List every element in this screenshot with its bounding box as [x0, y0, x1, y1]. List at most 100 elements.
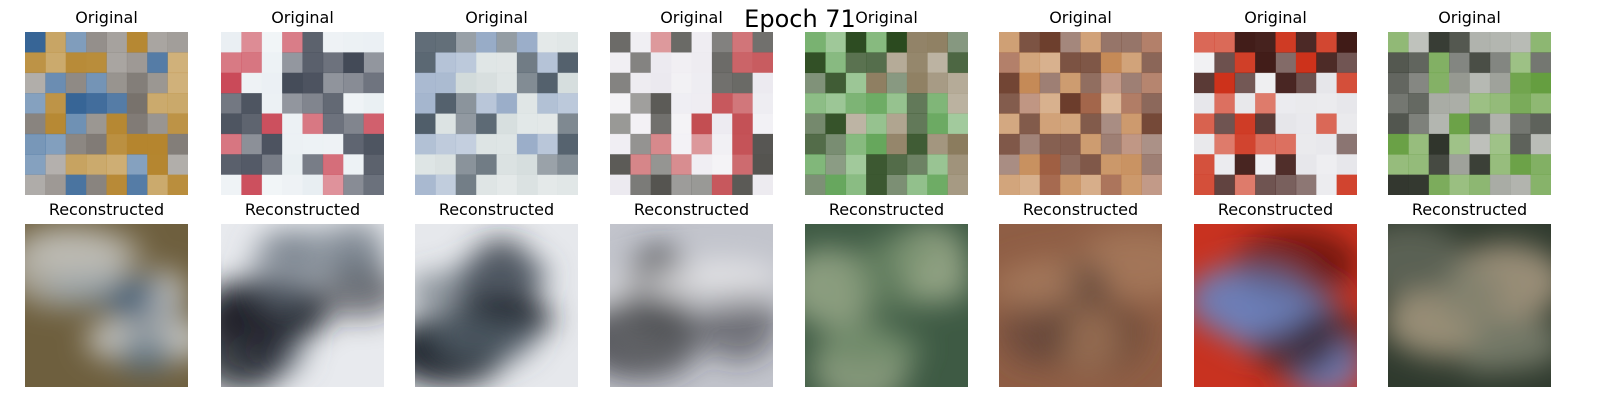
pixel-block: [886, 93, 908, 114]
pixel-block: [1234, 52, 1256, 74]
pixel-block: [1121, 154, 1142, 175]
pixel-block: [691, 113, 713, 135]
pixel-block: [1449, 32, 1470, 53]
pixel-block: [147, 93, 168, 114]
pixel-block: [363, 133, 384, 155]
original-image: [610, 32, 773, 195]
figure-title: Epoch 71: [744, 5, 856, 33]
pixel-block: [557, 113, 578, 135]
pixel-block: [630, 93, 652, 114]
pixel-block: [691, 52, 713, 74]
pixel-block: [825, 113, 847, 135]
blur-blob: [661, 260, 773, 297]
pixel-block: [496, 72, 518, 94]
pixel-block: [537, 72, 558, 94]
pixel-block: [866, 154, 887, 175]
pixel-block: [25, 174, 46, 195]
pixel-block: [1019, 93, 1041, 114]
pixel-block: [106, 52, 128, 74]
pixel-block: [927, 174, 948, 195]
pixel-block: [167, 174, 188, 195]
pixel-block: [650, 113, 672, 135]
pixel-block: [1194, 154, 1215, 175]
blur-layer: [805, 225, 968, 387]
pixel-block: [343, 72, 364, 94]
pixel-block: [1141, 72, 1162, 94]
original-image: [1194, 32, 1357, 195]
pixel-block: [947, 72, 968, 94]
pixel-block: [1019, 133, 1041, 155]
pixel-block: [630, 133, 652, 155]
pixel-block: [322, 113, 344, 135]
pixel-block: [1255, 133, 1276, 155]
pixel-block: [1489, 52, 1511, 74]
pixel-block: [825, 154, 847, 175]
pixel-block: [322, 133, 344, 155]
pixel-block: [1275, 174, 1297, 195]
pixel-block: [1039, 93, 1061, 114]
pixel-block: [302, 174, 324, 195]
pixel-block: [927, 52, 948, 74]
pixel-block: [927, 32, 948, 53]
pixel-block: [282, 52, 303, 74]
reconstructed-image-canvas: [415, 224, 578, 387]
original-image: [221, 32, 384, 195]
pixel-block: [1428, 154, 1450, 175]
pixel-block: [1449, 113, 1470, 135]
pixel-block: [805, 93, 826, 114]
pixel-block: [610, 174, 631, 195]
pixel-block: [1255, 32, 1276, 53]
pixel-block: [343, 93, 364, 114]
pixel-block: [86, 72, 107, 94]
pixel-block: [999, 133, 1020, 155]
pixel-block: [343, 52, 364, 74]
pixel-block: [927, 93, 948, 114]
pixel-block: [1234, 113, 1256, 135]
pixel-block: [167, 154, 188, 175]
pixel-block: [691, 154, 713, 175]
pixel-block: [1080, 32, 1102, 53]
reconstructed-image-title: Reconstructed: [1217, 200, 1334, 219]
pixel-block: [1449, 93, 1470, 114]
pixel-block: [1214, 52, 1236, 74]
pixel-block: [221, 133, 242, 155]
pixel-block: [1121, 32, 1142, 53]
pixel-block: [1234, 174, 1256, 195]
reconstructed-image-canvas: [1194, 224, 1357, 387]
pixel-block: [496, 113, 518, 135]
pixel-block: [1388, 93, 1409, 114]
pixel-block: [752, 32, 773, 53]
pixel-block: [1141, 93, 1162, 114]
pixel-block: [557, 93, 578, 114]
pixel-block: [1408, 52, 1430, 74]
pixel-block: [999, 93, 1020, 114]
pixel-block: [302, 32, 324, 53]
pixel-block: [845, 52, 867, 74]
reconstructed-image-title: Reconstructed: [1411, 200, 1528, 219]
pixel-block: [866, 174, 887, 195]
pixel-block: [241, 72, 263, 94]
pixel-block: [752, 174, 773, 195]
pixel-block: [476, 133, 497, 155]
pixel-block: [147, 113, 168, 135]
pixel-block: [1121, 133, 1142, 155]
pixel-block: [302, 113, 324, 135]
pixel-block: [343, 174, 364, 195]
pixel-block: [1428, 72, 1450, 94]
pixel-block: [1080, 52, 1102, 74]
original-image-title: Original: [660, 8, 723, 27]
original-image-title: Original: [1244, 8, 1307, 27]
pixel-block: [1510, 113, 1531, 135]
pixel-block: [1530, 52, 1551, 74]
pixel-block: [752, 93, 773, 114]
pixel-block: [221, 72, 242, 94]
pixel-block: [671, 174, 692, 195]
pixel-block: [322, 32, 344, 53]
pixel-block: [167, 72, 188, 94]
pixel-block: [1121, 72, 1142, 94]
pixel-block: [1080, 154, 1102, 175]
pixel-block: [45, 32, 67, 53]
pixel-block: [886, 154, 908, 175]
pixel-block: [886, 32, 908, 53]
pixel-block: [906, 32, 928, 53]
